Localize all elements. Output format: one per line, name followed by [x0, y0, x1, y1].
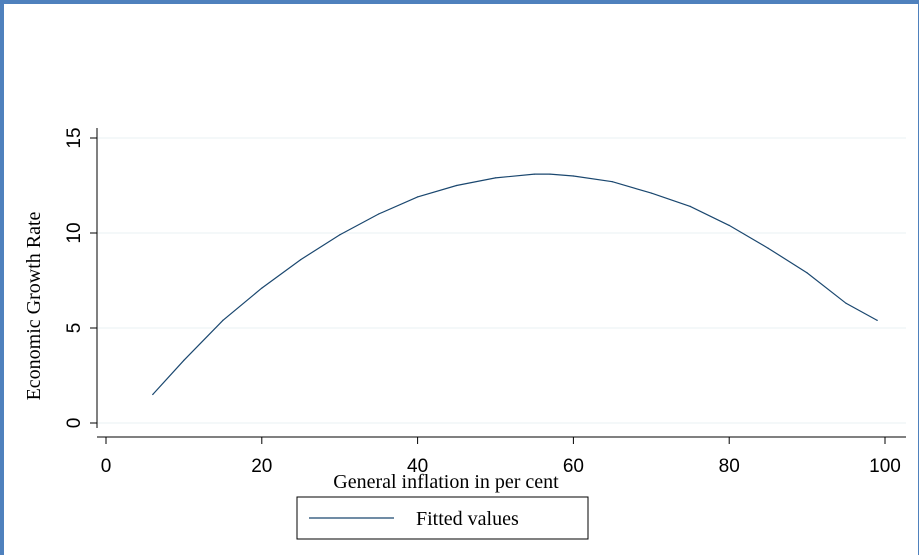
- y-tick-label: 10: [64, 222, 85, 243]
- legend: Fitted values: [296, 496, 589, 540]
- axes-layer: [96, 128, 906, 438]
- data-point: [876, 319, 878, 321]
- data-point: [549, 173, 551, 175]
- series-layer: [152, 173, 878, 396]
- data-point: [455, 184, 458, 187]
- y-tick-label: 0: [64, 418, 85, 429]
- data-point: [845, 302, 847, 304]
- data-point: [494, 177, 497, 179]
- ticks-layer: 0 5 10 15 0 20 40 60 80 100: [64, 127, 901, 477]
- data-point: [767, 247, 769, 249]
- data-point: [152, 393, 154, 396]
- y-tick-label: 15: [64, 127, 85, 148]
- series-line-fitted-values: [152, 173, 878, 395]
- data-point: [300, 259, 302, 261]
- data-point: [261, 287, 263, 289]
- data-point: [222, 319, 224, 321]
- data-point: [806, 272, 808, 274]
- x-tick-label: 20: [251, 456, 272, 477]
- y-axis-title: Economic Growth Rate: [23, 211, 45, 400]
- data-point: [378, 213, 380, 215]
- data-point: [339, 234, 341, 236]
- y-tick-label: 5: [64, 323, 85, 334]
- data-point: [572, 175, 575, 177]
- x-tick-label: 0: [101, 456, 112, 477]
- data-point: [611, 181, 613, 183]
- data-point: [689, 205, 691, 207]
- x-tick-label: 40: [407, 456, 428, 477]
- x-tick-label: 100: [869, 456, 901, 477]
- x-axis-title: General inflation in per cent: [333, 471, 559, 493]
- data-point: [417, 196, 419, 198]
- grid-layer: [97, 137, 906, 424]
- legend-label-fitted-values: Fitted values: [416, 508, 519, 530]
- data-point: [533, 173, 536, 175]
- data-point: [183, 359, 185, 361]
- data-point: [728, 224, 730, 226]
- x-tick-label: 80: [719, 456, 740, 477]
- data-point: [650, 192, 652, 194]
- x-tick-label: 60: [563, 456, 584, 477]
